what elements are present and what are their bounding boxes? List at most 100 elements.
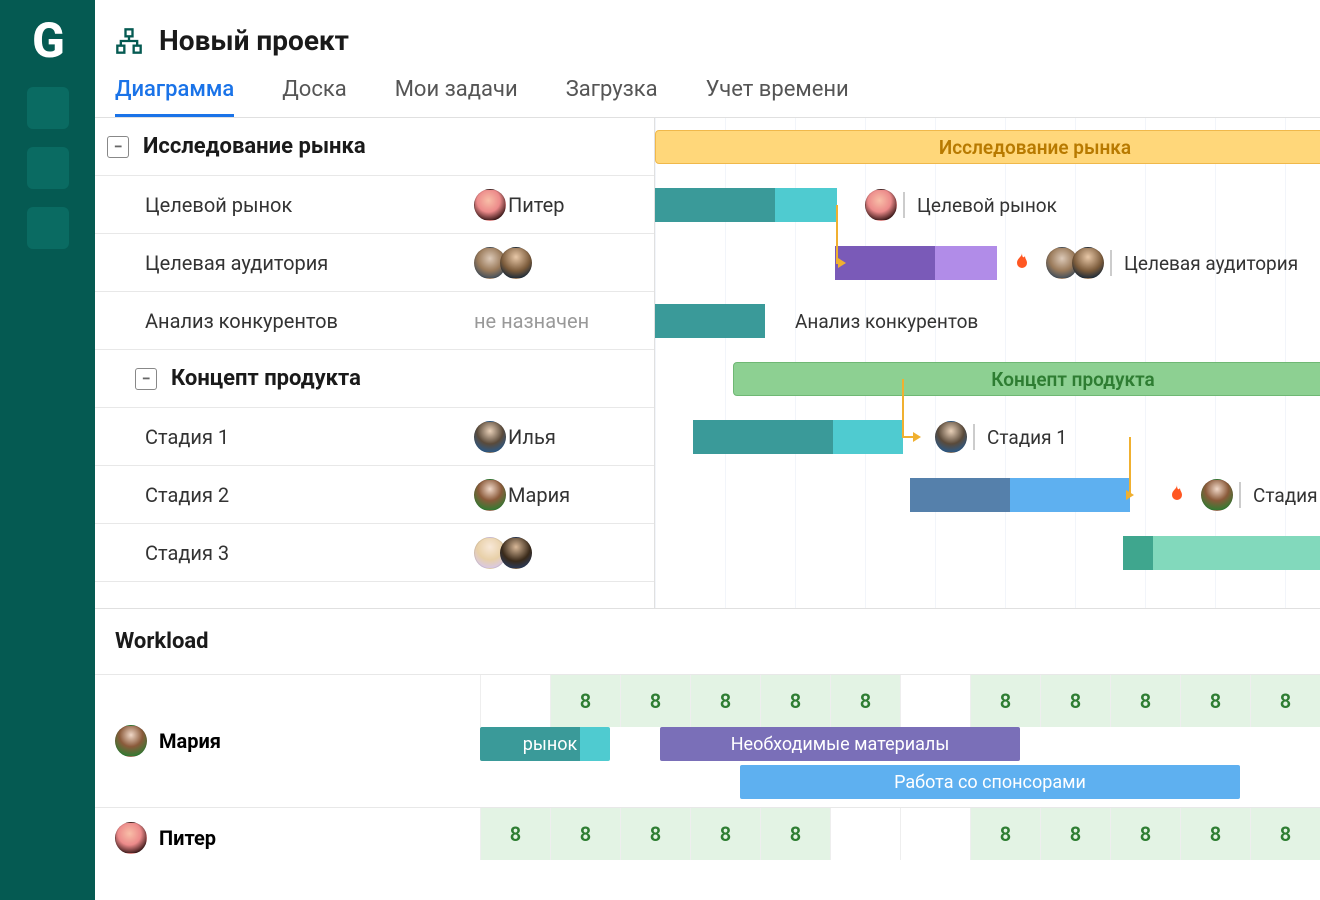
task-row[interactable]: Целевой рынокПитер bbox=[95, 176, 654, 234]
timeline-row: Концепт продукта bbox=[655, 350, 1320, 408]
task-name: Стадия 2 bbox=[145, 483, 474, 507]
workload-hour-cell: 8 bbox=[690, 675, 760, 727]
task-bar[interactable] bbox=[655, 304, 765, 338]
task-group-row[interactable]: −Исследование рынка bbox=[95, 118, 654, 176]
workload-hour-cell: 8 bbox=[1250, 675, 1320, 727]
content: −Исследование рынкаЦелевой рынокПитерЦел… bbox=[95, 117, 1320, 900]
sidebar: G bbox=[0, 0, 95, 900]
workload-hour-cell: 8 bbox=[970, 808, 1040, 860]
workload-bar[interactable]: Необходимые материалы bbox=[660, 727, 1020, 761]
workload-hour-cell bbox=[900, 675, 970, 727]
avatar bbox=[865, 189, 897, 221]
assignee[interactable]: Илья bbox=[474, 421, 654, 453]
app-logo: G bbox=[32, 12, 63, 69]
main-area: Новый проект Диаграмма Доска Мои задачи Заг… bbox=[95, 0, 1320, 900]
assignee[interactable] bbox=[474, 537, 654, 569]
timeline-row: Целевой рынок bbox=[655, 176, 1320, 234]
workload-hour-cell: 8 bbox=[1040, 808, 1110, 860]
workload-hour-cell: 8 bbox=[970, 675, 1040, 727]
workload-bar[interactable]: рынок bbox=[480, 727, 610, 761]
sidebar-item-2[interactable] bbox=[27, 147, 69, 189]
sidebar-item-1[interactable] bbox=[27, 87, 69, 129]
tab-0[interactable]: Диаграмма bbox=[115, 77, 234, 117]
bar-label: Стадия 2 bbox=[1165, 478, 1320, 512]
assignee[interactable] bbox=[474, 247, 654, 279]
bar-label: Анализ конкурентов bbox=[795, 304, 978, 338]
avatar bbox=[935, 421, 967, 453]
task-bar[interactable] bbox=[693, 420, 903, 454]
workload-hour-cell bbox=[900, 808, 970, 860]
workload-hour-cell bbox=[830, 808, 900, 860]
workload-hour-cell: 8 bbox=[760, 675, 830, 727]
avatar bbox=[474, 479, 506, 511]
timeline-row: Анализ конкурентов bbox=[655, 292, 1320, 350]
workload-hour-cell: 8 bbox=[1180, 675, 1250, 727]
task-group-row[interactable]: −Концепт продукта bbox=[95, 350, 654, 408]
bar-label: Целевой рынок bbox=[865, 188, 1057, 222]
collapse-toggle[interactable]: − bbox=[107, 136, 129, 158]
workload-title: Workload bbox=[95, 609, 1320, 674]
task-list: −Исследование рынкаЦелевой рынокПитерЦел… bbox=[95, 118, 655, 608]
sidebar-item-3[interactable] bbox=[27, 207, 69, 249]
hierarchy-icon bbox=[115, 27, 143, 55]
tabs: Диаграмма Доска Мои задачи Загрузка Учет вре… bbox=[115, 77, 1320, 117]
avatar bbox=[500, 537, 532, 569]
workload-grid: 8888888888 bbox=[480, 808, 1320, 868]
workload-person[interactable]: Мария bbox=[95, 675, 480, 807]
task-row[interactable]: Целевая аудитория bbox=[95, 234, 654, 292]
task-bar[interactable] bbox=[1123, 536, 1320, 570]
task-bar[interactable] bbox=[655, 188, 837, 222]
bar-label: Целевая аудитория bbox=[1010, 246, 1298, 280]
header: Новый проект Диаграмма Доска Мои задачи Заг… bbox=[95, 0, 1320, 117]
collapse-toggle[interactable]: − bbox=[135, 368, 157, 390]
workload-hour-cell: 8 bbox=[550, 808, 620, 860]
task-name: Исследование рынка bbox=[143, 134, 654, 159]
task-name: Целевой рынок bbox=[145, 193, 474, 217]
group-bar[interactable]: Исследование рынка bbox=[655, 130, 1320, 164]
task-bar[interactable] bbox=[835, 246, 997, 280]
avatar bbox=[115, 725, 147, 757]
workload-hour-cell: 8 bbox=[620, 675, 690, 727]
tab-4[interactable]: Учет времени bbox=[706, 77, 849, 117]
workload-hour-cell: 8 bbox=[690, 808, 760, 860]
assignee[interactable]: не назначен bbox=[474, 309, 654, 333]
gantt-area: −Исследование рынкаЦелевой рынокПитерЦел… bbox=[95, 117, 1320, 608]
timeline-row: Стадия 3 bbox=[655, 524, 1320, 582]
avatar bbox=[474, 189, 506, 221]
workload-bar[interactable]: Работа со спонсорами bbox=[740, 765, 1240, 799]
workload-grid: 8888888888рынокНеобходимые материалыРабо… bbox=[480, 675, 1320, 807]
workload-hour-cell: 8 bbox=[620, 808, 690, 860]
workload-row: Мария8888888888рынокНеобходимые материал… bbox=[95, 674, 1320, 807]
tab-1[interactable]: Доска bbox=[282, 77, 346, 117]
assignee[interactable]: Питер bbox=[474, 189, 654, 221]
timeline[interactable]: Исследование рынка Целевой рынок Целевая а… bbox=[655, 118, 1320, 608]
avatar bbox=[474, 421, 506, 453]
timeline-row: Исследование рынка bbox=[655, 118, 1320, 176]
assignee[interactable]: Мария bbox=[474, 479, 654, 511]
workload-hour-cell: 8 bbox=[760, 808, 830, 860]
timeline-row: Стадия 2 bbox=[655, 466, 1320, 524]
task-name: Стадия 3 bbox=[145, 541, 474, 565]
workload-person[interactable]: Питер bbox=[95, 808, 480, 868]
avatar bbox=[115, 822, 147, 854]
group-bar[interactable]: Концепт продукта bbox=[733, 362, 1320, 396]
tab-3[interactable]: Загрузка bbox=[566, 77, 658, 117]
workload-hour-cell: 8 bbox=[480, 808, 550, 860]
task-row[interactable]: Стадия 2Мария bbox=[95, 466, 654, 524]
workload-hour-cell: 8 bbox=[1110, 675, 1180, 727]
task-bar[interactable] bbox=[910, 478, 1130, 512]
tab-2[interactable]: Мои задачи bbox=[395, 77, 518, 117]
workload-row: Питер8888888888 bbox=[95, 807, 1320, 868]
task-name: Концепт продукта bbox=[171, 366, 654, 391]
workload-hour-cell: 8 bbox=[550, 675, 620, 727]
workload-hour-cell: 8 bbox=[1250, 808, 1320, 860]
workload-hour-cell bbox=[480, 675, 550, 727]
task-row[interactable]: Анализ конкурентовне назначен bbox=[95, 292, 654, 350]
workload-hour-cell: 8 bbox=[830, 675, 900, 727]
task-row[interactable]: Стадия 1Илья bbox=[95, 408, 654, 466]
task-name: Анализ конкурентов bbox=[145, 309, 474, 333]
project-title: Новый проект bbox=[159, 24, 349, 57]
task-row[interactable]: Стадия 3 bbox=[95, 524, 654, 582]
workload-section: Workload Мария8888888888рынокНеобходимые… bbox=[95, 608, 1320, 868]
workload-hour-cell: 8 bbox=[1110, 808, 1180, 860]
